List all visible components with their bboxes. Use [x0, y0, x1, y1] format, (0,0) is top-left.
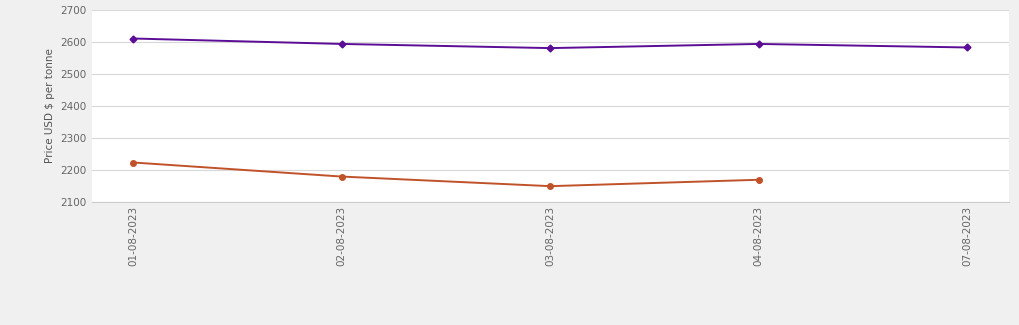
- LME: [753, 178, 765, 182]
- LME: [544, 184, 556, 188]
- Line: LME: LME: [130, 160, 761, 189]
- LME: [335, 175, 347, 178]
- SHFE: [335, 42, 347, 46]
- SHFE: [127, 37, 140, 41]
- Y-axis label: Price USD $ per tonne: Price USD $ per tonne: [45, 48, 55, 163]
- SHFE: [753, 42, 765, 46]
- Line: SHFE: SHFE: [131, 36, 969, 50]
- SHFE: [544, 46, 556, 50]
- SHFE: [961, 46, 973, 49]
- LME: [127, 161, 140, 164]
